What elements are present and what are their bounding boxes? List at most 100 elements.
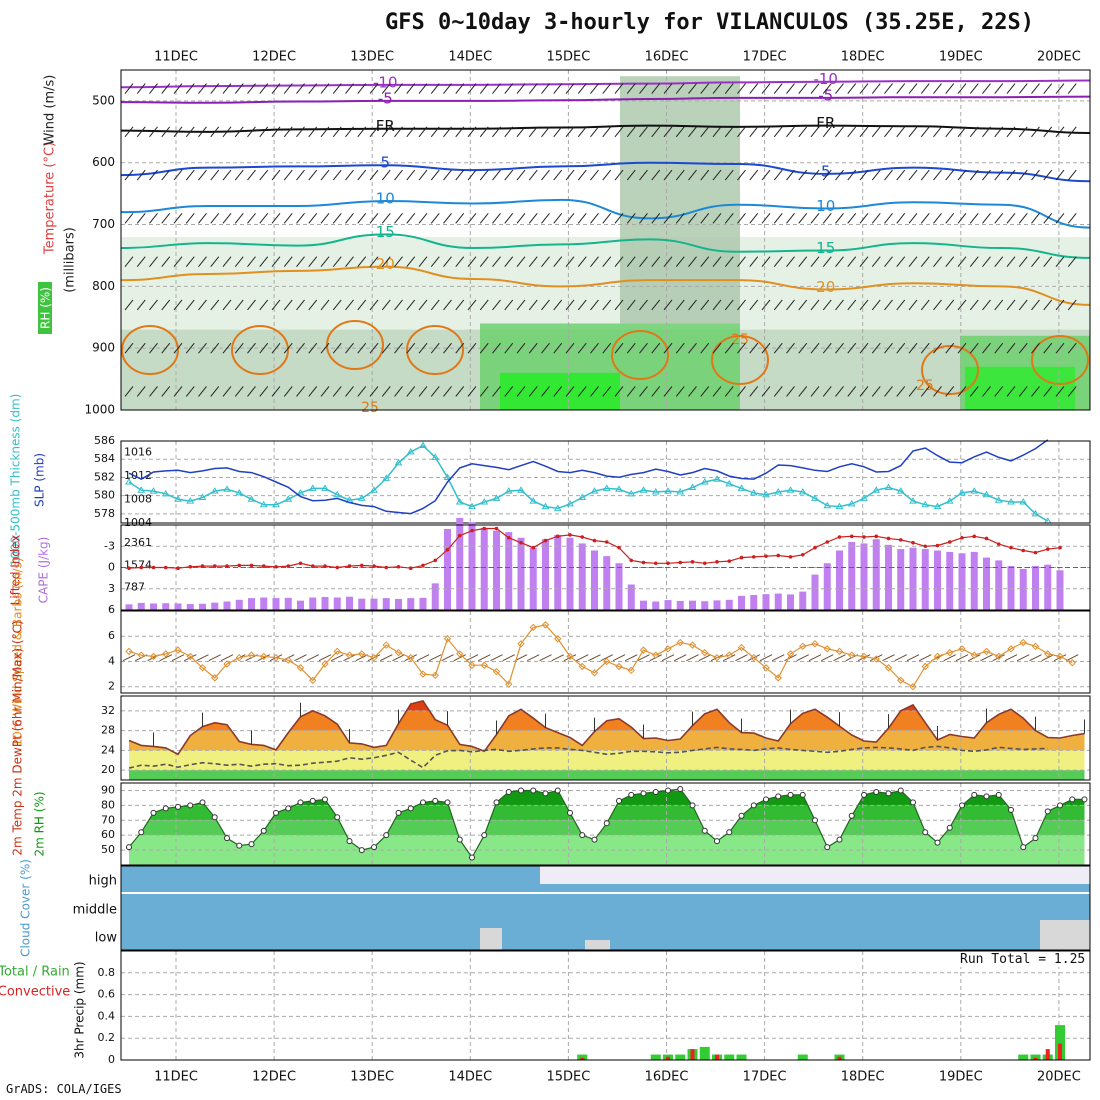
wind-speed-point — [443, 635, 452, 643]
wind-barb — [859, 83, 869, 94]
wind-speed-point — [652, 651, 660, 659]
wind-barb — [590, 213, 599, 224]
cape-bar — [162, 603, 170, 610]
cape-bar — [934, 550, 941, 610]
wind-barb — [504, 169, 514, 181]
wind-barb — [773, 299, 783, 311]
wind-barb-10m — [429, 654, 442, 662]
warm-cell-label: 25 — [731, 332, 749, 348]
wind-barb — [430, 386, 440, 397]
thickness-point — [431, 453, 440, 460]
wind-barb — [700, 169, 710, 181]
wind-barb — [749, 342, 759, 354]
wind-barb — [565, 342, 575, 354]
slp-tick-label: 1016 — [124, 446, 152, 459]
wind-barb — [724, 299, 734, 311]
rh-point — [946, 824, 953, 831]
date-label-top: 12DEC — [252, 50, 296, 65]
wind-barb — [136, 169, 146, 181]
wind-speed-point — [358, 650, 366, 658]
temperature-axis-label-2m: 2m Temp 2m DewPt (6hr Min/Max) (°C) — [11, 620, 25, 855]
rh-point — [395, 809, 402, 816]
wind-barb-10m — [870, 654, 883, 662]
wind-barb-10m — [441, 654, 454, 662]
wind-barb — [859, 169, 869, 181]
wind-barb — [1006, 386, 1016, 397]
precip-total-bar — [699, 1046, 710, 1060]
rh-point — [407, 805, 414, 812]
wind-barb-10m — [674, 654, 687, 662]
wind-speed-point — [664, 645, 672, 653]
rh-point — [432, 797, 439, 804]
thickness-point — [700, 478, 709, 485]
wind-barb — [908, 126, 918, 138]
wind-barb — [871, 299, 881, 311]
thickness-point — [1019, 498, 1028, 505]
lifted-index-point — [335, 565, 340, 570]
wind-barb-10m — [661, 654, 675, 662]
wind-barb — [1031, 386, 1040, 397]
cape-bar — [284, 597, 292, 610]
wind-speed-point — [615, 662, 623, 671]
wind-barb — [369, 299, 379, 311]
wind-barb — [773, 83, 783, 94]
precip-total-bar — [797, 1054, 808, 1060]
wind-barb — [639, 169, 648, 181]
cape-bar — [750, 594, 758, 610]
thickness-point — [296, 488, 305, 496]
wind-barb — [332, 299, 342, 311]
precip-total-bar — [724, 1054, 735, 1060]
wind-barb — [835, 169, 844, 181]
wind-barb — [1043, 213, 1053, 224]
rh-point — [726, 829, 733, 836]
wind-speed-line — [128, 624, 1073, 688]
wind-barb — [283, 169, 293, 181]
wind-barb — [381, 299, 391, 311]
wind-speed-point — [578, 662, 586, 671]
lifted-index-point — [568, 533, 572, 537]
wind-barb — [173, 299, 183, 311]
wind-barb — [822, 342, 832, 354]
wind-barb — [712, 386, 722, 397]
wind-barb-10m — [612, 654, 626, 662]
cape-bar — [468, 522, 476, 610]
temperature-line — [128, 699, 1085, 756]
wind-speed-point — [1068, 659, 1076, 667]
wind-barb — [1043, 256, 1053, 267]
thickness-point — [272, 500, 280, 508]
wind-barb — [479, 126, 489, 138]
wind-barb — [626, 299, 636, 311]
wind-barb — [1055, 213, 1065, 224]
cape-bar — [652, 601, 660, 610]
lifted-index-point — [408, 566, 413, 571]
wind-barb — [406, 299, 416, 311]
wind-barb — [1031, 342, 1040, 354]
wind-barb-10m — [306, 654, 319, 662]
wind-barb — [651, 386, 661, 397]
wind-barb — [161, 213, 171, 224]
thickness-point — [247, 495, 256, 502]
wind-barb — [859, 342, 869, 354]
wind-barb — [896, 213, 906, 224]
date-label-bottom: 20DEC — [1037, 1070, 1081, 1085]
wind-barb — [749, 213, 759, 224]
wind-barb — [908, 256, 918, 267]
rh-point — [775, 793, 782, 800]
wind-speed-point — [284, 656, 292, 664]
wind-barb — [810, 342, 820, 354]
lifted-index-point — [421, 563, 425, 568]
rh-point — [1057, 802, 1063, 809]
wind-barb — [308, 169, 318, 181]
wind-barb — [945, 83, 955, 94]
wind-barb — [786, 299, 795, 311]
wind-barb — [614, 386, 624, 397]
wind-barb — [320, 169, 330, 181]
precip-total-bar — [1055, 1025, 1065, 1060]
rh-point — [799, 791, 806, 798]
wind-barb — [602, 169, 612, 181]
wind-barb — [357, 83, 367, 94]
wind-barb — [1031, 83, 1040, 94]
cape-bar — [578, 543, 586, 610]
rh-point — [187, 802, 194, 809]
rh-point — [714, 838, 720, 845]
